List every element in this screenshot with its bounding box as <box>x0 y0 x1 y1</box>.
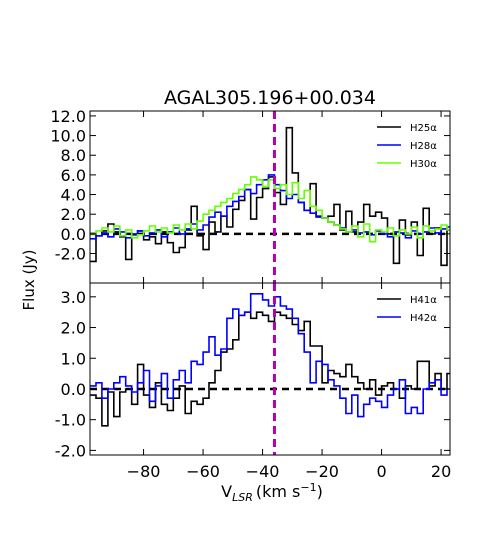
bottom-panel: -2.0-1.00.01.02.03.0−80 −60 −40 −20 0 20H41αH… <box>55 282 451 481</box>
top-ytick-label: -2.0 <box>55 245 86 264</box>
xtick-label: 20 <box>431 462 451 481</box>
bottom-ytick-label: 2.0 <box>61 319 86 338</box>
bottom-ytick-label: 3.0 <box>61 288 86 307</box>
xtick-label: −60 <box>186 462 220 481</box>
top-series-2-line <box>90 174 450 240</box>
bottom-ytick-label: -1.0 <box>55 411 86 430</box>
top-ytick-label: 10.0 <box>50 127 86 146</box>
chart-title: AGAL305.196+00.034 <box>164 87 376 109</box>
bottom-plot-area <box>90 283 450 455</box>
top-axes-frame <box>89 110 451 284</box>
top-ytick-label: 12.0 <box>50 107 86 126</box>
top-legend-label: H30α <box>410 159 437 170</box>
bottom-series-1-line <box>90 311 450 427</box>
x-axis-label-exponent: −1 <box>300 481 316 494</box>
xtick-label: −40 <box>246 462 280 481</box>
bottom-ytick-label: -2.0 <box>55 441 86 460</box>
top-ytick-label: 8.0 <box>61 146 86 165</box>
x-axis-label-main: V <box>221 482 232 501</box>
top-ytick-label: 2.0 <box>61 205 86 224</box>
top-plot-area <box>90 111 450 283</box>
bottom-legend: H41α H42α <box>377 295 437 324</box>
xtick-label: −20 <box>305 462 339 481</box>
top-legend-label: H28α <box>410 141 437 152</box>
x-axis-label-unit: (km s <box>256 482 301 501</box>
top-ytick-label: 6.0 <box>61 166 86 185</box>
top-ytick-label: 0.0 <box>61 225 86 244</box>
top-series-3-line <box>90 176 450 243</box>
bottom-legend-label: H42α <box>410 313 437 324</box>
bottom-ytick-label: 0.0 <box>61 380 86 399</box>
x-axis-label-subscript: LSR <box>232 491 253 504</box>
top-legend-label: H25α <box>410 123 437 134</box>
x-axis-label: VLSR (km s−1) <box>221 481 323 504</box>
top-panel: -2.00.02.04.06.08.010.012.0 H25α H28α H30α <box>50 107 451 284</box>
xtick-label: −80 <box>127 462 161 481</box>
xtick-label: 0 <box>376 462 386 481</box>
top-legend: H25α H28α H30α <box>377 123 437 170</box>
x-axis-label-close: ) <box>317 482 323 501</box>
bottom-axes-frame <box>89 282 451 456</box>
bottom-series-2-line <box>90 293 450 418</box>
bottom-legend-label: H41α <box>410 295 437 306</box>
bottom-ytick-label: 1.0 <box>61 349 86 368</box>
y-axis-label: Flux (Jy) <box>20 250 38 311</box>
top-ytick-label: 4.0 <box>61 186 86 205</box>
top-series-1-line <box>90 126 450 267</box>
